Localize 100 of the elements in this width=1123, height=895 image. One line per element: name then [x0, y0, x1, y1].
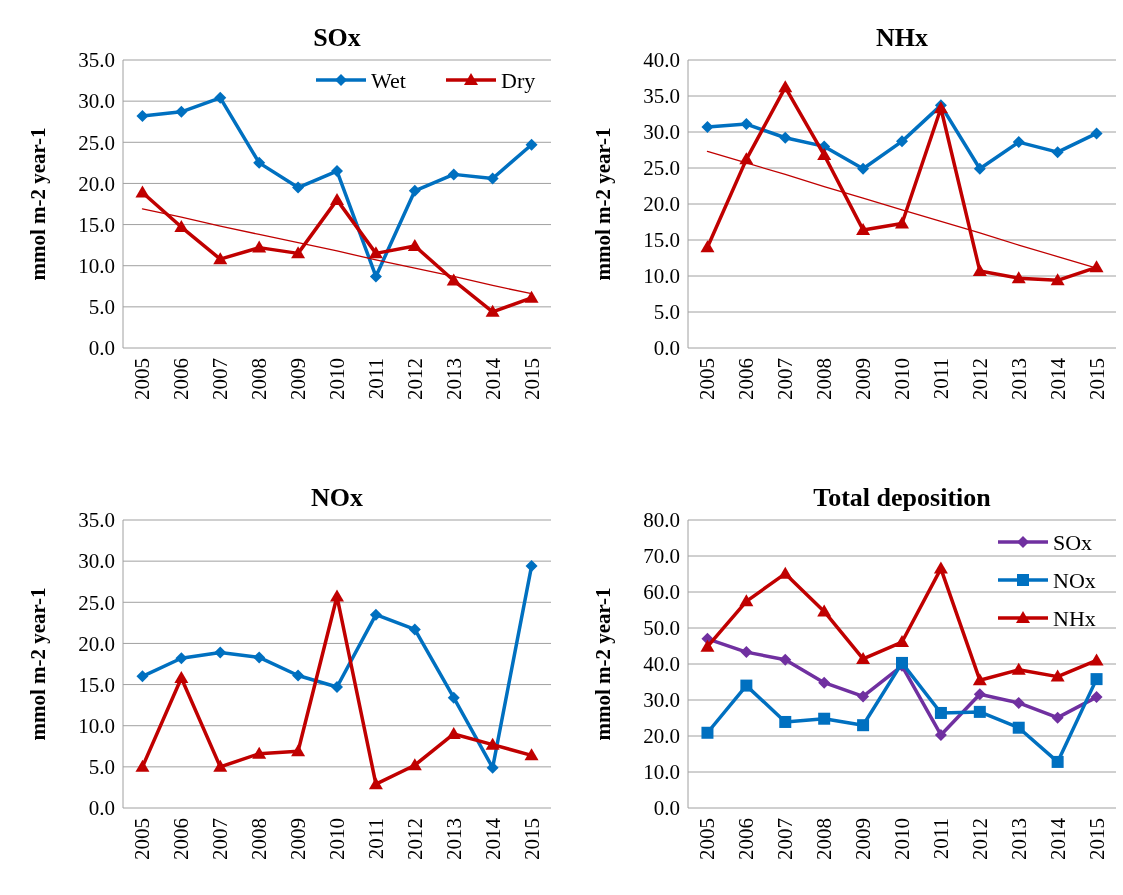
x-tick-label: 2015: [519, 818, 544, 860]
point: [407, 758, 422, 771]
point: [1090, 127, 1103, 140]
y-tick-label: 30.0: [78, 89, 115, 114]
x-tick-label: 2010: [325, 358, 349, 400]
y-tick-label: 0.0: [88, 336, 115, 361]
y-tick-label: 0.0: [88, 796, 115, 821]
point: [1012, 136, 1025, 149]
legend-label: Wet: [371, 67, 406, 93]
point: [331, 165, 343, 178]
x-tick-label: 2012: [967, 818, 992, 860]
x-tick-label: 2007: [773, 818, 798, 860]
x-tick-label: 2013: [1006, 818, 1031, 860]
point: [700, 639, 715, 652]
point: [779, 131, 792, 144]
point: [857, 162, 870, 175]
point: [1051, 755, 1064, 768]
point: [252, 240, 267, 253]
point: [486, 172, 499, 185]
y-tick-label: 50.0: [643, 616, 680, 641]
point: [292, 669, 305, 682]
y-tick-label: 60.0: [643, 580, 680, 605]
y-tick-label: 5.0: [88, 295, 115, 320]
y-tick-label: 10.0: [78, 714, 115, 739]
point: [486, 761, 499, 774]
point: [817, 148, 832, 161]
point: [485, 737, 500, 750]
y-tick-label: 15.0: [643, 228, 680, 253]
point: [213, 759, 228, 772]
point: [135, 759, 150, 772]
point: [524, 748, 539, 761]
x-tick-label: 2006: [169, 358, 194, 400]
point: [330, 589, 344, 602]
y-tick-label: 10.0: [78, 254, 115, 279]
point: [779, 653, 792, 666]
y-tick-label: 30.0: [643, 120, 680, 145]
point: [368, 246, 383, 259]
point: [934, 728, 947, 741]
y-tick-label: 15.0: [78, 212, 115, 237]
point: [214, 646, 227, 659]
x-tick-label: 2013: [1006, 358, 1031, 400]
x-tick-label: 2009: [851, 818, 876, 860]
point: [446, 273, 461, 286]
point: [214, 91, 227, 104]
point: [856, 222, 871, 235]
x-tick-label: 2006: [734, 818, 759, 860]
x-tick-label: 2011: [928, 358, 953, 400]
y-tick-label: 5.0: [653, 300, 680, 325]
point: [136, 109, 149, 122]
point: [447, 691, 460, 704]
point: [818, 676, 831, 689]
y-tick-label: 15.0: [78, 672, 115, 697]
x-tick-label: 2013: [441, 818, 466, 860]
point: [701, 726, 714, 739]
point: [253, 156, 266, 169]
point: [175, 105, 188, 118]
point: [895, 216, 909, 229]
point: [1051, 711, 1064, 724]
x-tick-label: 2006: [169, 818, 194, 860]
x-tick-label: 2014: [480, 357, 505, 400]
point: [292, 181, 305, 194]
point: [1050, 669, 1065, 682]
point: [1090, 691, 1103, 704]
point: [1050, 273, 1065, 286]
y-tick-label: 30.0: [78, 549, 115, 574]
point: [174, 220, 189, 233]
x-tick-label: 2011: [928, 818, 953, 860]
y-tick-label: 70.0: [643, 544, 680, 569]
point: [740, 679, 753, 692]
point: [524, 290, 539, 303]
point: [291, 744, 306, 757]
x-tick-label: 2009: [286, 358, 311, 400]
chart-title: NOx: [311, 483, 363, 512]
point: [740, 646, 753, 659]
x-tick-label: 2012: [967, 358, 992, 400]
point: [740, 118, 753, 131]
x-tick-label: 2015: [1084, 818, 1109, 860]
point: [331, 681, 343, 694]
point: [525, 560, 538, 573]
point: [525, 138, 538, 151]
y-axis-title: mmol m-2 year-1: [26, 127, 50, 281]
point: [700, 240, 715, 253]
x-tick-label: 2015: [1084, 358, 1109, 400]
x-tick-label: 2012: [402, 818, 427, 860]
x-tick-label: 2008: [812, 358, 837, 400]
point: [407, 238, 422, 251]
x-tick-label: 2007: [773, 358, 798, 400]
x-tick-label: 2010: [890, 818, 914, 860]
x-tick-label: 2008: [247, 818, 272, 860]
point: [1089, 653, 1104, 666]
point: [973, 688, 986, 701]
point: [252, 746, 267, 759]
point: [856, 651, 871, 664]
point: [1051, 146, 1064, 159]
chart-title: Total deposition: [813, 483, 992, 512]
point: [1012, 721, 1025, 734]
x-tick-label: 2008: [247, 358, 272, 400]
y-tick-label: 5.0: [88, 755, 115, 780]
point: [175, 652, 188, 665]
x-tick-label: 2013: [441, 358, 466, 400]
